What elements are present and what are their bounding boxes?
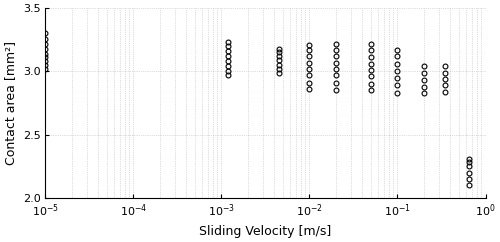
- X-axis label: Sliding Velocity [m/s]: Sliding Velocity [m/s]: [200, 225, 332, 238]
- Y-axis label: Contact area [mm²]: Contact area [mm²]: [4, 41, 17, 165]
